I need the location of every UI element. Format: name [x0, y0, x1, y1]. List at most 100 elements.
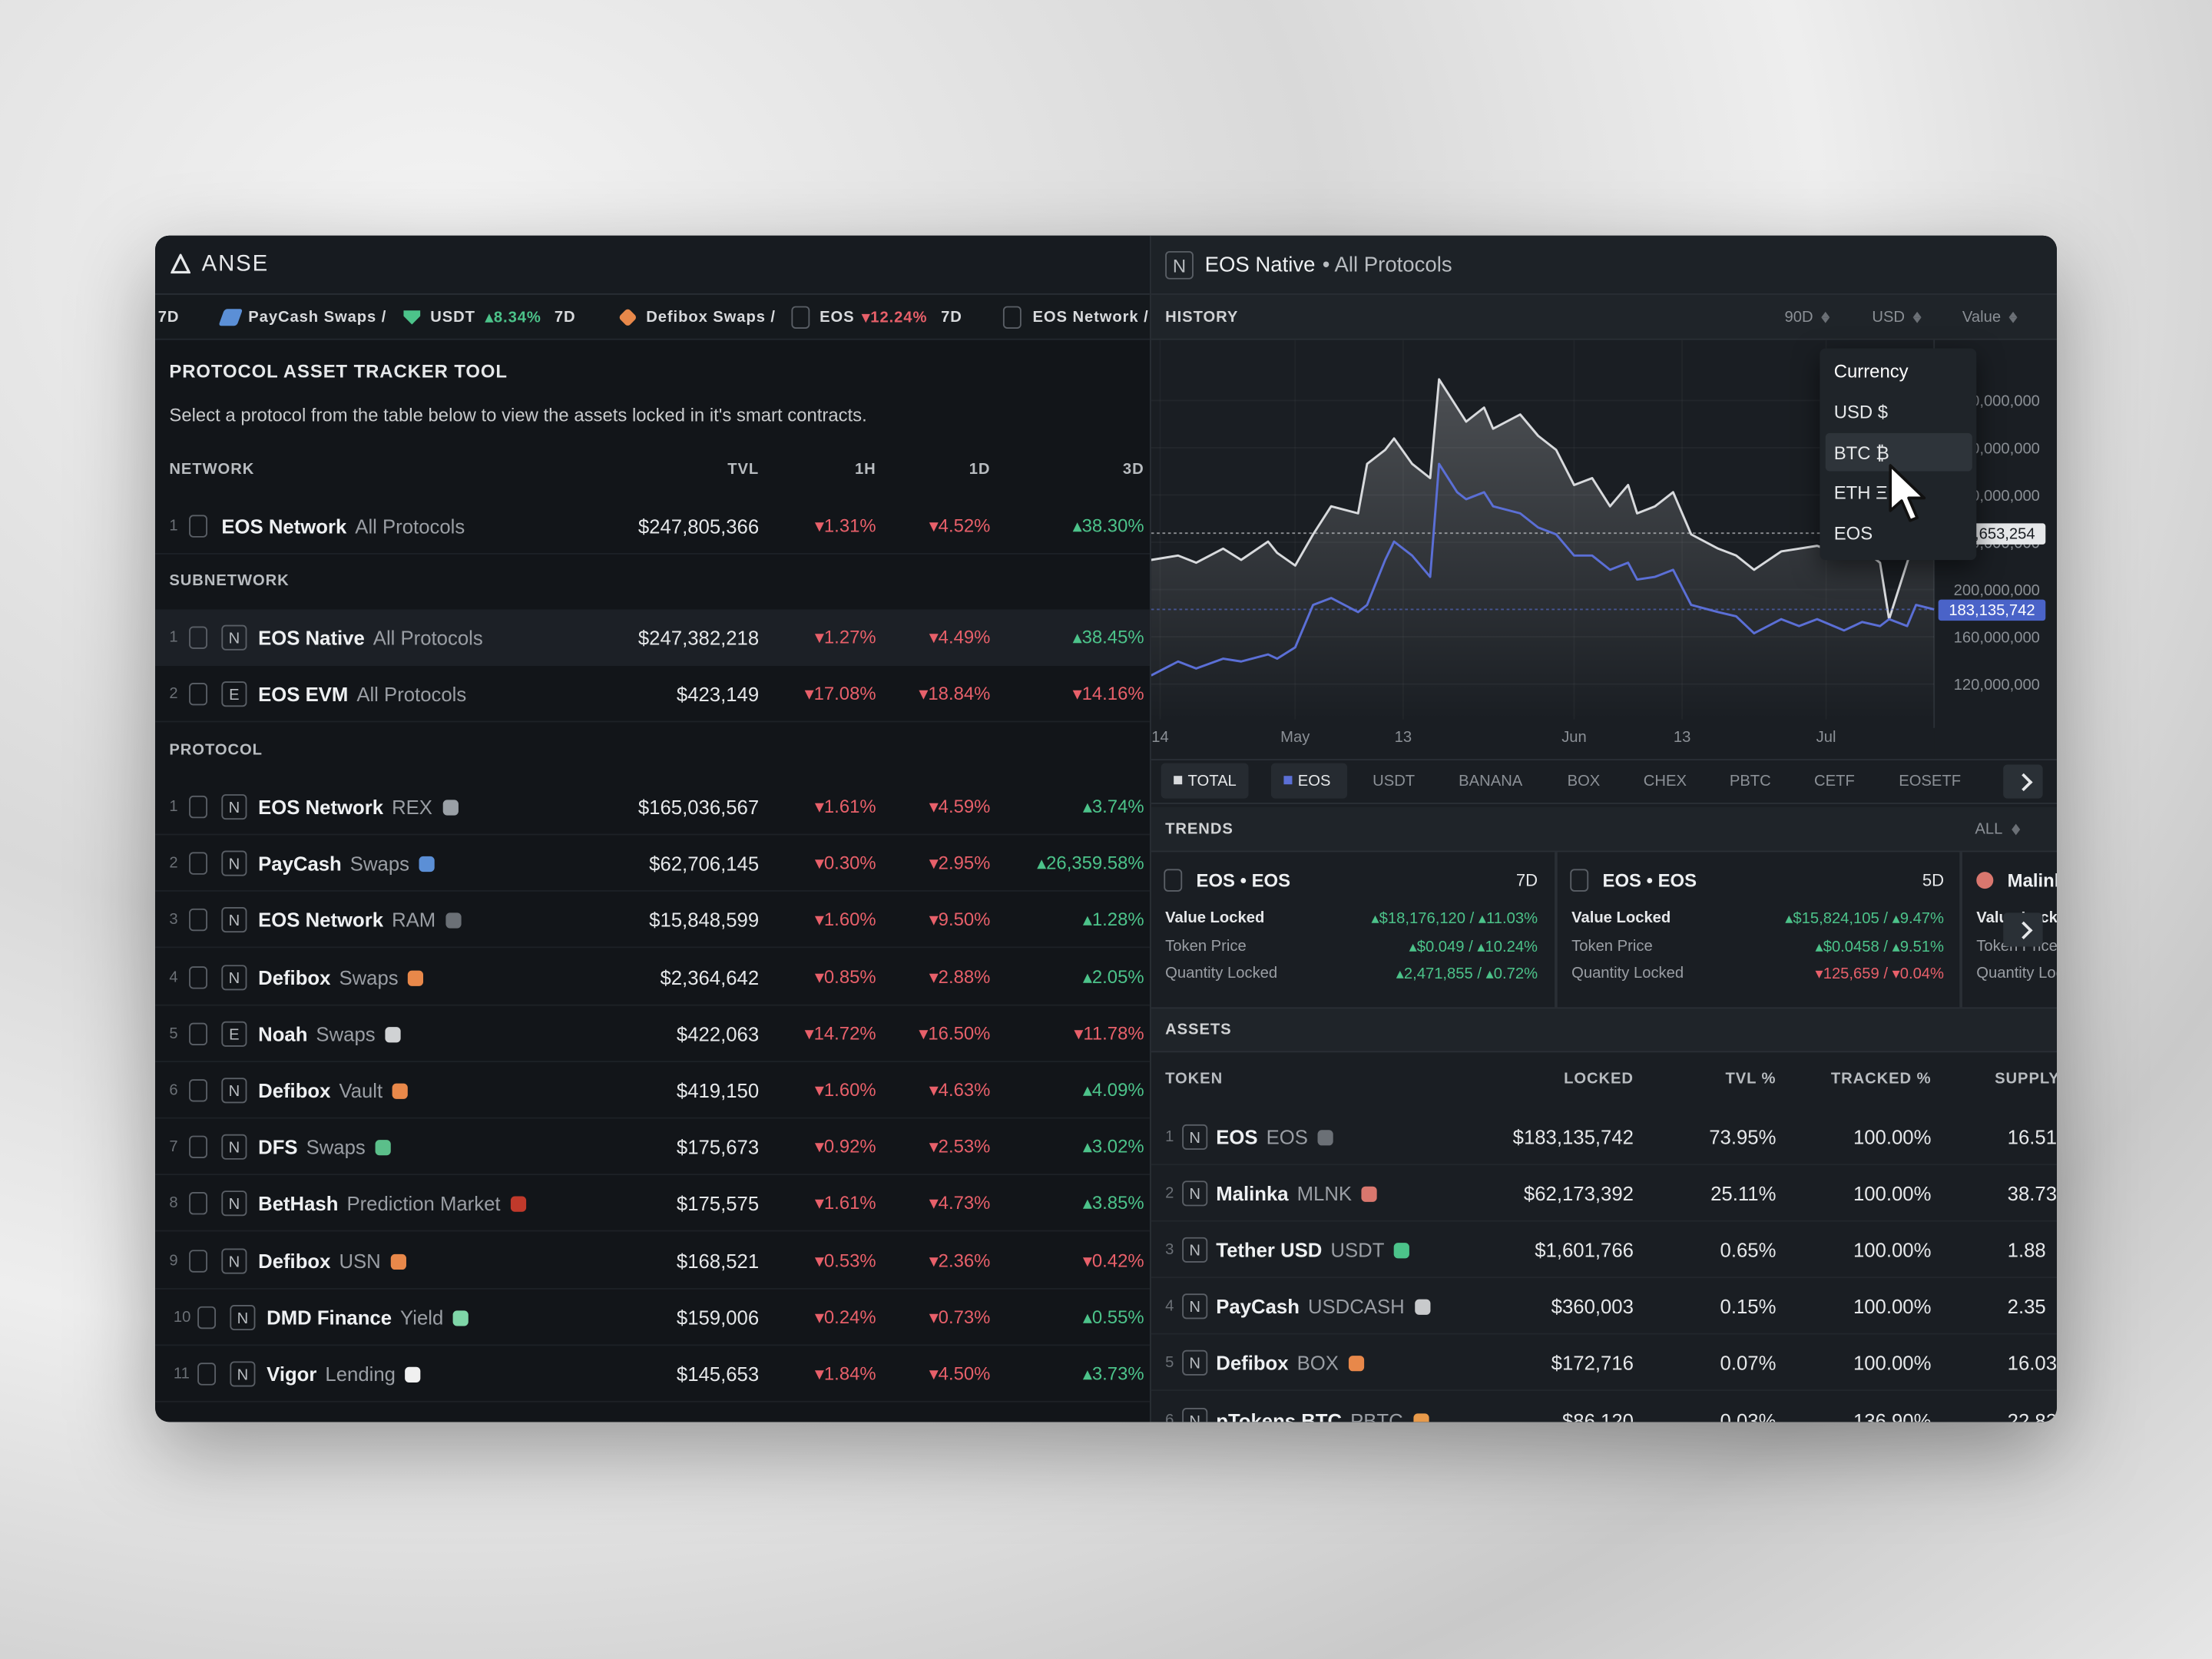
- row-divider: [155, 1117, 1150, 1119]
- row-rank: 1: [169, 629, 178, 647]
- row-rank: 6: [1165, 1411, 1174, 1422]
- change: ▾4.59%: [929, 795, 991, 817]
- cursor-arrow: [1889, 464, 1926, 522]
- dropdown-option[interactable]: ETH Ξ: [1833, 482, 1888, 504]
- tab[interactable]: CETF: [1814, 773, 1855, 790]
- row-rank: 6: [169, 1081, 178, 1099]
- dropdown-option[interactable]: EOS: [1833, 522, 1873, 545]
- row-sub: USN: [339, 1249, 381, 1272]
- row-name: EOS Native: [258, 626, 365, 649]
- eos-icon: [197, 1306, 217, 1329]
- row-rank: 1: [169, 798, 178, 816]
- dropdown-option[interactable]: BTC ₿: [1833, 442, 1889, 463]
- badge: N: [1182, 1350, 1208, 1376]
- change: ▾14.16%: [1072, 682, 1144, 704]
- row-sub: All Protocols: [356, 682, 467, 706]
- eos-icon: [189, 626, 208, 649]
- row-divider: [1151, 1220, 2057, 1222]
- row-name: Noah: [258, 1022, 308, 1045]
- row-name-cell[interactable]: DFS Swaps: [258, 1136, 391, 1158]
- row-name-cell[interactable]: Vigor Lending: [267, 1363, 422, 1386]
- change: ▾4.52%: [929, 515, 991, 536]
- locked: $360,003: [1551, 1295, 1634, 1319]
- card-title[interactable]: Malinka: [2007, 869, 2057, 891]
- description: Select a protocol from the table below t…: [169, 404, 867, 426]
- row-rank: 5: [1165, 1354, 1174, 1373]
- row-rank: 2: [169, 685, 178, 703]
- dropdown-option[interactable]: USD $: [1833, 401, 1889, 423]
- asset-name-cell[interactable]: Defibox BOX: [1216, 1352, 1364, 1375]
- row-name-cell[interactable]: Defibox Vault: [258, 1079, 409, 1101]
- protocol-icon: [1361, 1186, 1378, 1203]
- metric-label: Token Price: [1571, 937, 1653, 955]
- asset-name-cell[interactable]: EOS EOS: [1216, 1126, 1334, 1148]
- row-name-cell[interactable]: Defibox USN: [258, 1250, 406, 1272]
- row-name-cell[interactable]: Noah Swaps: [258, 1022, 401, 1045]
- row-rank: 3: [1165, 1241, 1174, 1259]
- card-icon: [1976, 872, 1994, 889]
- row-divider: [1151, 1389, 2057, 1392]
- row-name-cell[interactable]: EOS Native All Protocols: [258, 627, 483, 649]
- row-name-cell[interactable]: BetHash Prediction Market: [258, 1193, 526, 1215]
- asset-name-cell[interactable]: Tether USD USDT: [1216, 1239, 1410, 1261]
- row-name-cell[interactable]: Defibox Swaps: [258, 965, 424, 988]
- badge: N: [230, 1304, 256, 1330]
- tab[interactable]: PBTC: [1729, 773, 1771, 790]
- asset-name-cell[interactable]: pTokens BTC PBTC: [1216, 1409, 1429, 1422]
- badge: E: [221, 1021, 247, 1047]
- row-name-cell[interactable]: EOS Network REX: [258, 796, 459, 818]
- row-rank: 4: [1165, 1298, 1174, 1316]
- brand[interactable]: ANSE: [201, 252, 270, 277]
- tvl: $247,805,366: [637, 515, 760, 538]
- column-header: 1H: [854, 461, 876, 478]
- row-sub: Swaps: [306, 1135, 366, 1159]
- change: ▾4.63%: [929, 1079, 991, 1101]
- ticker-item: USDT: [430, 309, 475, 326]
- asset-name-cell[interactable]: PayCash USDCASH: [1216, 1296, 1430, 1318]
- row-name-cell[interactable]: EOS EVM All Protocols: [258, 683, 466, 705]
- select[interactable]: USD: [1872, 309, 1924, 326]
- row-name-cell[interactable]: EOS Network RAM: [258, 909, 462, 932]
- row-name-cell[interactable]: EOS Network All Protocols: [221, 515, 465, 537]
- metric-value: ▴$18,176,120 / ▴11.03%: [1371, 910, 1538, 928]
- ticker-item: 7D: [157, 309, 180, 326]
- row-sub: Lending: [325, 1363, 396, 1386]
- tvl: $145,653: [676, 1363, 760, 1386]
- change: ▾0.24%: [814, 1306, 876, 1327]
- card-title[interactable]: EOS • EOS: [1602, 869, 1697, 891]
- card-title[interactable]: EOS • EOS: [1196, 869, 1291, 891]
- section-header: SUBNETWORK: [169, 572, 290, 590]
- legend-tab[interactable]: EOS: [1283, 773, 1330, 790]
- row-name-cell[interactable]: PayCash Swaps: [258, 853, 435, 875]
- row-name-cell[interactable]: DMD Finance Yield: [267, 1306, 469, 1329]
- legend-tab[interactable]: TOTAL: [1174, 773, 1237, 790]
- trends-bar: [1151, 806, 2057, 853]
- badge: N: [221, 1134, 247, 1161]
- metric-value: ▴$15,824,105 / ▴9.47%: [1785, 910, 1945, 928]
- asset-name-cell[interactable]: Malinka MLNK: [1216, 1182, 1378, 1205]
- change: ▾0.85%: [814, 965, 876, 987]
- x-tick-label: 14: [1151, 729, 1168, 746]
- legend-label: EOS: [1297, 773, 1331, 790]
- tab[interactable]: EOSETF: [1899, 773, 1962, 790]
- tab[interactable]: BANANA: [1459, 773, 1523, 790]
- y-tick-label: 120,000,000: [1954, 677, 2040, 694]
- eos-icon: [1570, 869, 1589, 892]
- title-main: EOS Native: [1204, 253, 1316, 277]
- asset-symbol: MLNK: [1296, 1182, 1353, 1205]
- tab[interactable]: USDT: [1373, 773, 1416, 790]
- change: ▾0.30%: [814, 852, 876, 874]
- change: ▾0.92%: [814, 1135, 876, 1157]
- tab[interactable]: BOX: [1567, 773, 1601, 790]
- select[interactable]: 90D: [1784, 309, 1833, 326]
- row-divider: [155, 1287, 1150, 1290]
- change: ▾1.60%: [814, 909, 876, 931]
- select[interactable]: Value: [1962, 309, 2021, 326]
- change: ▾4.49%: [929, 626, 991, 648]
- line: [1151, 378, 1935, 621]
- row-divider: [155, 1400, 1150, 1402]
- select[interactable]: ALL: [1975, 821, 2022, 838]
- row-sub: All Protocols: [373, 626, 483, 649]
- row-divider: [155, 664, 1150, 666]
- tab[interactable]: CHEX: [1643, 773, 1687, 790]
